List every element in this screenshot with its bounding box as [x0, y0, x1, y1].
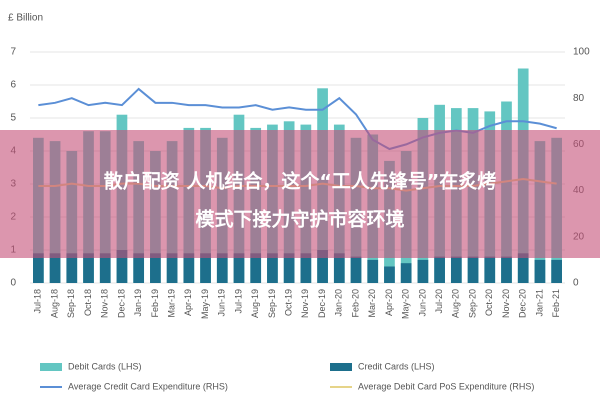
x-tick-label: Aug-18	[49, 289, 59, 318]
x-tick-label: May-20	[401, 289, 411, 319]
x-tick-label: Sep-19	[267, 289, 277, 318]
x-tick-label: Apr-19	[183, 289, 193, 316]
bar	[150, 253, 161, 283]
bar	[116, 250, 128, 283]
overlay-text: 散户配资 人机结合，这个“工人先锋号”在炙烤	[104, 170, 497, 193]
y-tick-label: 6	[10, 80, 16, 91]
legend-label: Average Debit Card PoS Expenditure (RHS)	[358, 381, 534, 391]
bar	[216, 253, 228, 283]
x-tick-label: Jan-20	[334, 289, 344, 317]
overlay-text: 模式下接力守护市容环境	[195, 208, 404, 231]
x-tick-label: Mar-20	[367, 289, 377, 318]
x-tick-label: Feb-19	[150, 289, 160, 318]
bar	[450, 256, 462, 283]
bar	[267, 253, 278, 283]
y-tick-label: 5	[10, 113, 16, 124]
x-tick-label: Oct-18	[83, 289, 93, 316]
bar	[517, 253, 529, 283]
x-tick-label: Jul-19	[233, 289, 243, 314]
legend-label: Credit Cards (LHS)	[358, 361, 435, 371]
x-tick-label: Sep-18	[66, 289, 76, 318]
overlay-banner	[0, 130, 600, 258]
x-tick-label: Nov-19	[300, 289, 310, 318]
x-tick-label: Mar-19	[166, 289, 176, 318]
bar	[49, 253, 61, 283]
bar	[200, 253, 211, 283]
bar	[233, 253, 245, 283]
x-tick-label: Jan-19	[133, 289, 143, 317]
bar	[434, 256, 445, 283]
bar	[250, 253, 262, 283]
x-tick-label: Sep-20	[467, 289, 477, 318]
y2-tick-label: 100	[573, 47, 590, 58]
bar	[350, 256, 362, 283]
bar	[333, 253, 345, 283]
x-tick-label: Nov-20	[501, 289, 511, 318]
x-tick-label: Nov-18	[100, 289, 110, 318]
x-tick-label: Jun-20	[417, 289, 427, 317]
x-tick-label: Oct-19	[284, 289, 294, 316]
bar	[166, 253, 178, 283]
bar	[551, 259, 562, 283]
x-tick-label: Apr-20	[384, 289, 394, 316]
bar	[467, 256, 479, 283]
x-tick-label: Aug-19	[250, 289, 260, 318]
x-tick-label: Dec-20	[518, 289, 528, 318]
bar	[283, 253, 295, 283]
x-tick-label: Dec-19	[317, 289, 327, 318]
bar	[400, 263, 412, 283]
x-tick-label: Feb-20	[350, 289, 360, 318]
x-tick-label: Jul-20	[434, 289, 444, 314]
bar	[83, 253, 94, 283]
x-tick-label: Oct-20	[484, 289, 494, 316]
x-tick-label: May-19	[200, 289, 210, 319]
y2-tick-label: 0	[573, 278, 579, 289]
y2-tick-label: 80	[573, 93, 585, 104]
y-axis-title: £ Billion	[8, 13, 43, 24]
bar	[534, 259, 546, 283]
bar	[317, 250, 328, 283]
x-tick-label: Dec-18	[116, 289, 126, 318]
legend-swatch	[330, 363, 352, 371]
bar	[417, 259, 429, 283]
bar	[484, 256, 496, 283]
x-tick-label: Jun-19	[217, 289, 227, 317]
bar	[66, 253, 78, 283]
legend-label: Average Credit Card Expenditure (RHS)	[68, 381, 228, 391]
x-tick-label: Jul-18	[33, 289, 43, 314]
bar	[300, 253, 312, 283]
bar	[33, 253, 44, 283]
bar	[183, 253, 195, 283]
bar	[367, 259, 379, 283]
bar	[384, 266, 395, 283]
y-tick-label: 7	[10, 47, 16, 58]
x-tick-label: Aug-20	[451, 289, 461, 318]
bar	[133, 253, 145, 283]
legend-swatch	[40, 363, 62, 371]
y-tick-label: 0	[10, 278, 16, 289]
bar	[99, 253, 111, 283]
x-tick-label: Jan-21	[534, 289, 544, 317]
bar	[501, 256, 512, 283]
legend-label: Debit Cards (LHS)	[68, 361, 142, 371]
x-tick-label: Feb-21	[551, 289, 561, 318]
